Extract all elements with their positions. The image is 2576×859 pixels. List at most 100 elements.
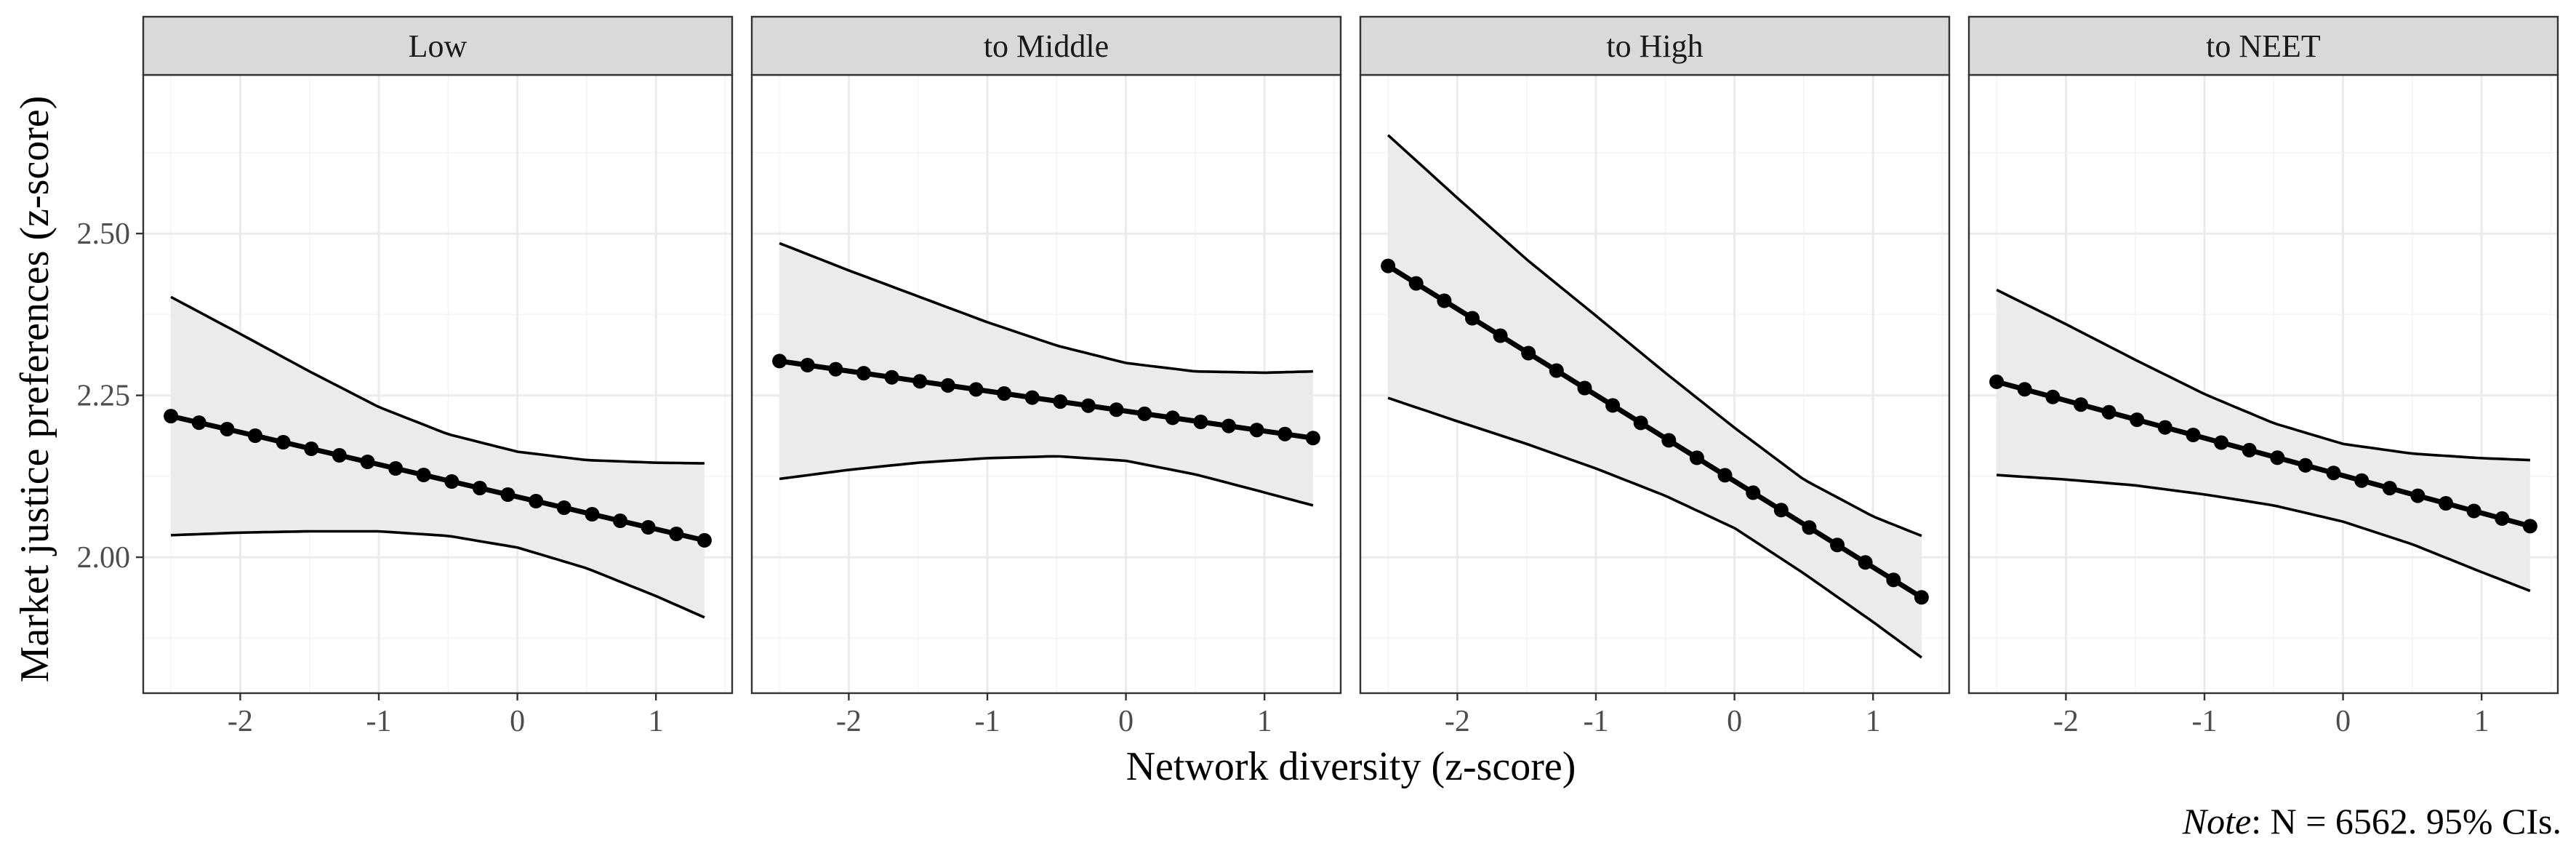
- estimate-point: [248, 428, 262, 443]
- y-tick-label: 2.50: [77, 217, 131, 251]
- note-text: : N = 6562. 95% CIs.: [2251, 801, 2561, 842]
- x-tick-label: -1: [366, 705, 392, 738]
- estimate-point: [1221, 418, 1236, 434]
- estimate-point: [1381, 258, 1396, 273]
- estimate-point: [1305, 431, 1320, 446]
- y-axis-title: Market justice preferences (z-score): [12, 96, 57, 683]
- x-tick-label: -1: [1584, 705, 1609, 738]
- x-tick-label: -1: [975, 705, 1000, 738]
- x-axis-title: Network diversity (z-score): [1126, 744, 1576, 789]
- estimate-point: [2242, 442, 2257, 458]
- estimate-point: [1717, 468, 1733, 483]
- x-tick-label: 0: [1727, 705, 1742, 738]
- estimate-point: [2522, 519, 2537, 534]
- estimate-point: [669, 527, 684, 541]
- estimate-point: [997, 386, 1012, 401]
- estimate-point: [2017, 382, 2032, 397]
- estimate-point: [1549, 363, 1564, 378]
- estimate-point: [2410, 488, 2425, 503]
- estimate-point: [1080, 398, 1096, 413]
- panel-to-middle: to Middle -2 -1 0 1: [750, 15, 1342, 738]
- x-tick-label: 1: [649, 705, 664, 738]
- strip-label: to High: [1606, 28, 1703, 64]
- ci-upper-line: [1387, 134, 1922, 538]
- strip-label: Low: [409, 28, 468, 64]
- panels-layer: Low-2 -1 0 1to Middle-2 -1 0 1to High-2 -1 0 1to …: [142, 15, 2559, 738]
- estimate-point: [500, 487, 515, 502]
- estimate-point: [1277, 426, 1293, 442]
- estimate-point: [1886, 572, 1901, 588]
- estimate-point: [1633, 415, 1648, 431]
- strip-label: to Middle: [984, 28, 1109, 64]
- estimate-point: [332, 448, 347, 463]
- estimate-point: [585, 507, 600, 522]
- strip-header: [1967, 15, 2559, 76]
- strip-label: to NEET: [2206, 28, 2321, 64]
- y-tick-label: 2.00: [77, 541, 131, 575]
- estimate-point: [1689, 450, 1704, 466]
- note-caption: Note: N = 6562. 95% CIs.: [2182, 801, 2561, 842]
- estimate-point: [388, 461, 404, 476]
- x-tick-label: 1: [2474, 705, 2489, 738]
- estimate-point: [1577, 380, 1592, 396]
- estimate-point: [2157, 420, 2172, 435]
- estimate-point: [1858, 555, 1873, 570]
- estimate-point: [2101, 404, 2116, 420]
- estimate-point: [800, 358, 815, 372]
- ci-lower-line: [779, 455, 1314, 507]
- estimate-point: [2130, 412, 2145, 428]
- estimate-point: [968, 382, 984, 397]
- strip-header: [750, 15, 1342, 76]
- estimate-point: [1249, 423, 1264, 438]
- x-tick-label: 1: [1866, 705, 1881, 738]
- estimate-point: [444, 474, 460, 489]
- estimate-point: [1493, 328, 1508, 343]
- estimate-point: [2186, 428, 2201, 442]
- estimate-point: [940, 377, 955, 393]
- estimate-point: [2270, 450, 2285, 466]
- estimate-point: [1109, 402, 1124, 417]
- estimate-point: [1989, 374, 2005, 389]
- estimate-point: [276, 435, 291, 450]
- estimate-point: [1053, 394, 1068, 409]
- x-tick-label: -2: [1445, 705, 1470, 738]
- estimate-point: [1137, 406, 1152, 421]
- estimate-point: [1465, 311, 1480, 326]
- estimate-point: [2466, 503, 2481, 519]
- estimate-point: [2495, 511, 2510, 526]
- ci-ribbon: [171, 297, 705, 618]
- estimate-point: [164, 409, 179, 424]
- estimate-point: [856, 366, 871, 381]
- ci-ribbon: [779, 243, 1313, 506]
- estimate-point: [529, 494, 544, 508]
- estimate-point: [828, 361, 843, 377]
- estimate-point: [613, 514, 627, 528]
- estimate-point: [2382, 481, 2397, 496]
- estimate-point: [772, 353, 787, 369]
- ci-lower-line: [171, 530, 705, 619]
- estimate-point: [1605, 398, 1621, 413]
- ci-ribbon: [1388, 135, 1922, 658]
- estimate-point: [220, 422, 235, 436]
- estimate-point: [697, 532, 712, 548]
- estimate-point: [1661, 433, 1677, 448]
- estimate-point: [1193, 415, 1208, 429]
- estimate-point: [1165, 410, 1180, 425]
- estimate-point: [191, 415, 206, 431]
- ci-lower-line: [1387, 396, 1922, 659]
- ci-upper-line: [1996, 288, 2530, 462]
- ci-ribbon: [1997, 289, 2530, 591]
- x-tick-label: 0: [510, 705, 525, 738]
- estimate-point: [1830, 538, 1845, 553]
- ci-upper-line: [170, 295, 705, 465]
- y-axis: 2.00 2.25 2.50: [77, 217, 143, 575]
- estimate-point: [1521, 345, 1536, 361]
- panel-low: Low -2 -1 0 1: [142, 15, 734, 738]
- estimate-point: [884, 369, 899, 385]
- estimate-point: [1773, 503, 1789, 518]
- estimate-point: [360, 455, 375, 469]
- estimate-point: [2045, 389, 2061, 404]
- estimate-point: [2298, 458, 2313, 473]
- estimate-point: [416, 468, 431, 482]
